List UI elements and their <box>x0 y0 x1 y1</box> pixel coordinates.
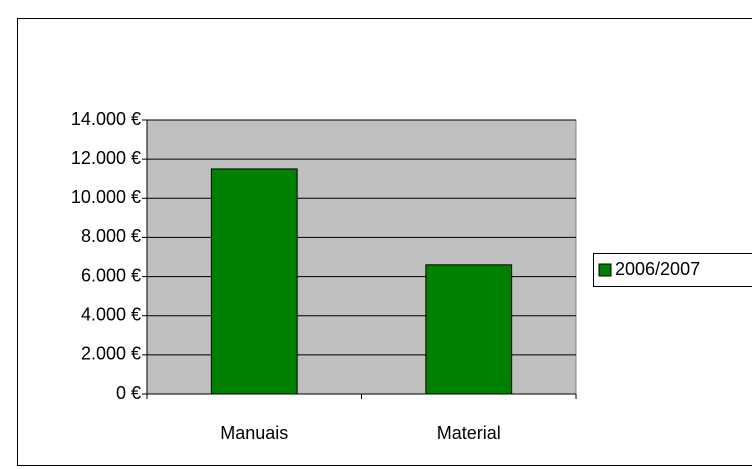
bar <box>425 264 513 395</box>
bar <box>210 168 298 395</box>
y-tick-label: 4.000 € <box>81 304 141 324</box>
y-tick-label: 12.000 € <box>71 148 141 168</box>
y-tick-label: 0 € <box>116 383 141 403</box>
x-tick-label: Manuais <box>220 423 288 443</box>
y-tick-label: 6.000 € <box>81 265 141 285</box>
y-tick-label: 8.000 € <box>81 226 141 246</box>
x-tick-label: Material <box>437 423 501 443</box>
legend-label: 2006/2007 <box>615 259 700 279</box>
legend-swatch <box>598 263 612 277</box>
y-tick-label: 14.000 € <box>71 109 141 129</box>
legend-box <box>593 253 752 287</box>
y-tick-label: 10.000 € <box>71 187 141 207</box>
y-tick-label: 2.000 € <box>81 344 141 364</box>
